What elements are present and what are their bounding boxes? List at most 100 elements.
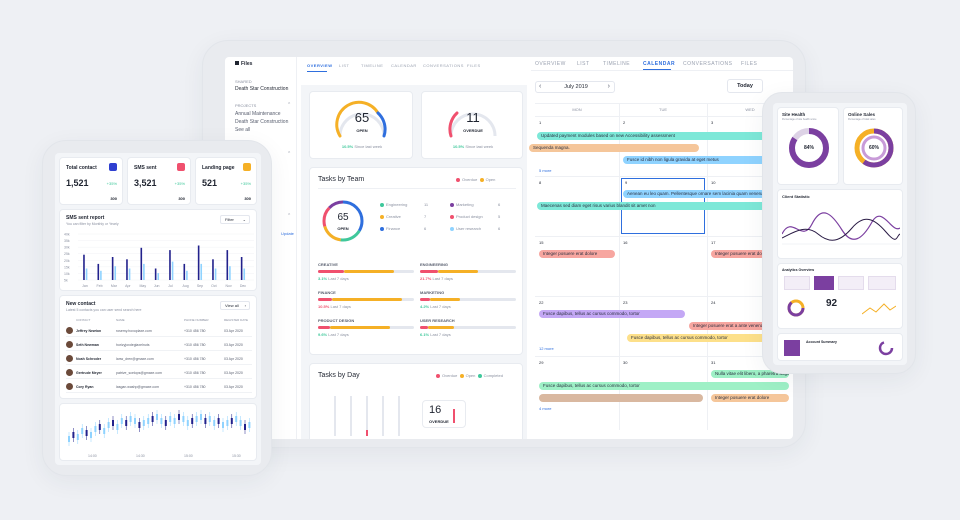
date-8[interactable]: 8: [539, 180, 542, 185]
chevron-up-icon[interactable]: ⌃: [287, 151, 292, 157]
table-row[interactable]: Jeffrey Newton rosemy.hoxoplaxe.com +310 4…: [66, 324, 252, 337]
stat-value: 1,521: [66, 178, 89, 188]
shared-item[interactable]: Death Star Construction: [235, 86, 289, 92]
chevron-right-icon[interactable]: ›: [607, 83, 610, 90]
table-row[interactable]: Cory Ryan lasgan.washp@gmaxe.com +310 456 …: [66, 380, 252, 393]
team-list: Engineering 11 Marketing 6 Creative 7 Pr…: [380, 202, 520, 242]
candle-body: [226, 420, 229, 426]
tab-timeline[interactable]: TIMELINE: [361, 63, 384, 68]
progress-bar: [420, 298, 516, 301]
team-row-finance: FINANCE 10.5% Last 7 days: [318, 290, 414, 312]
tab-overview[interactable]: OVERVIEW: [307, 63, 333, 68]
project-item-0[interactable]: Annual Maintenance: [235, 111, 281, 117]
files-header[interactable]: Files: [235, 61, 252, 67]
candle-body: [173, 418, 176, 424]
candle-body: [191, 418, 194, 424]
date-1[interactable]: 1: [539, 120, 542, 125]
bar-series-1: [186, 270, 188, 280]
tab-conversations[interactable]: CONVERSATIONS: [423, 63, 464, 68]
contact-phone: +310 456 780: [184, 385, 206, 389]
date-31[interactable]: 31: [711, 360, 716, 365]
calendar-event[interactable]: Nulla vitae elit libero, a pharetra augu…: [711, 370, 789, 378]
date-15[interactable]: 15: [539, 240, 544, 245]
calendar-event[interactable]: Maecenas sed diam eget risus varius blan…: [537, 202, 787, 210]
candle-body: [213, 420, 216, 426]
candle-body: [72, 432, 75, 438]
more-link[interactable]: 4 more: [539, 406, 552, 411]
tab-overview-2[interactable]: OVERVIEW: [535, 61, 566, 67]
tab-calendar-2[interactable]: CALENDAR: [643, 61, 676, 67]
view-all-button[interactable]: View all ›: [220, 301, 250, 310]
candle-body: [147, 418, 150, 424]
calendar-event[interactable]: Integer posuere erat a ante venenatis: [689, 322, 789, 330]
date-16[interactable]: 16: [623, 240, 628, 245]
contact-name: Cory Ryan: [76, 385, 94, 389]
candle-body: [169, 416, 172, 422]
bar-series-0: [140, 247, 143, 280]
candle-body: [178, 414, 180, 420]
date-9[interactable]: 9: [625, 180, 628, 185]
stat-sub: 300: [244, 196, 251, 201]
contact-phone: +310 456 780: [184, 371, 206, 375]
tab-calendar[interactable]: CALENDAR: [391, 63, 417, 68]
date-17[interactable]: 17: [711, 240, 716, 245]
date-29[interactable]: 29: [539, 360, 544, 365]
bar-series-1: [171, 261, 174, 280]
more-link[interactable]: 5 more: [539, 168, 552, 173]
team-item-product-design: Product design: [450, 214, 483, 219]
date-30[interactable]: 30: [623, 360, 628, 365]
bar-series-1: [100, 270, 102, 280]
avatar: [66, 355, 73, 362]
calendar-event[interactable]: Integer posuere erat dolore: [711, 394, 789, 402]
calendar-event[interactable]: Integer posuere erat dolore: [539, 250, 615, 258]
x-tick-label: Jan: [82, 284, 88, 288]
chevron-up-icon[interactable]: ⌃: [287, 213, 292, 219]
contact-phone: +310 456 780: [184, 343, 206, 347]
tab-files-2[interactable]: FILES: [741, 61, 758, 67]
tab-list-2[interactable]: LIST: [577, 61, 590, 67]
y-tick-label: 15k: [64, 265, 70, 269]
y-tick-label: 30k: [64, 246, 70, 250]
more-link[interactable]: 12 more: [539, 346, 554, 351]
calendar-event[interactable]: Fusce dapibus, tellus ac cursus commodo,…: [539, 310, 685, 318]
tab-list[interactable]: LIST: [339, 63, 350, 68]
calendar-event[interactable]: Sequenda magna.: [529, 144, 699, 152]
chevron-right-icon: ›: [244, 303, 246, 308]
candle-body: [94, 426, 97, 432]
date-22[interactable]: 22: [539, 300, 544, 305]
today-button[interactable]: Today: [727, 79, 763, 93]
project-item-1[interactable]: Death Star Construction: [235, 119, 289, 125]
calendar-event[interactable]: Fusce id nibh non ligula gravida at eget…: [623, 156, 789, 164]
bar-series-0: [111, 257, 114, 280]
filter-button[interactable]: Filter ⌄: [220, 215, 250, 224]
update-link[interactable]: Update: [281, 231, 294, 236]
date-10[interactable]: 10: [711, 180, 716, 185]
chevron-left-icon[interactable]: ‹: [539, 83, 542, 90]
tab-conversations-2[interactable]: CONVERSATIONS: [683, 61, 733, 67]
date-24[interactable]: 24: [711, 300, 716, 305]
contact-email: patrive_scelops@gmaxe.com: [116, 371, 162, 375]
calendar-event[interactable]: Updated payment modules based on new Acc…: [537, 132, 787, 140]
date-2[interactable]: 2: [623, 120, 626, 125]
tab-files[interactable]: FILES: [467, 63, 481, 68]
date-3[interactable]: 3: [711, 120, 714, 125]
date-23[interactable]: 23: [623, 300, 628, 305]
chevron-up-icon[interactable]: ⌃: [287, 102, 292, 108]
chevron-down-icon: ⌄: [242, 217, 246, 222]
stat-title: Landing page: [202, 165, 235, 171]
calendar-event[interactable]: Fusce dapibus, tellus ac cursus commodo,…: [627, 334, 787, 342]
table-row[interactable]: Seth Newman horizyjoxdeglaxelnuts +310 456…: [66, 338, 252, 351]
table-row[interactable]: Noah Schroder lanw_dren@gmaxe.com +310 456…: [66, 352, 252, 365]
project-item-2[interactable]: See all: [235, 127, 251, 133]
tab-timeline-2[interactable]: TIMELINE: [603, 61, 631, 67]
team-row-creative: CREATIVE 3.1% Last 7 days: [318, 262, 414, 284]
calendar-event[interactable]: Integer posuere erat dolore: [711, 250, 789, 258]
calendar-event[interactable]: Fusce dapibus, tellus ac cursus commodo,…: [539, 382, 789, 390]
month-selector[interactable]: ‹ July 2019 ›: [535, 81, 615, 93]
day-overdue-tooltip: 16 OVERDUE: [422, 400, 466, 428]
mini-donut: [787, 299, 805, 317]
candle-body: [160, 418, 163, 424]
calendar-event[interactable]: Aenean eu leo quam. Pellentesque ornare …: [623, 190, 789, 198]
table-row[interactable]: Gertrude Meyer patrive_scelops@gmaxe.com +…: [66, 366, 252, 379]
candle-body: [129, 416, 132, 422]
